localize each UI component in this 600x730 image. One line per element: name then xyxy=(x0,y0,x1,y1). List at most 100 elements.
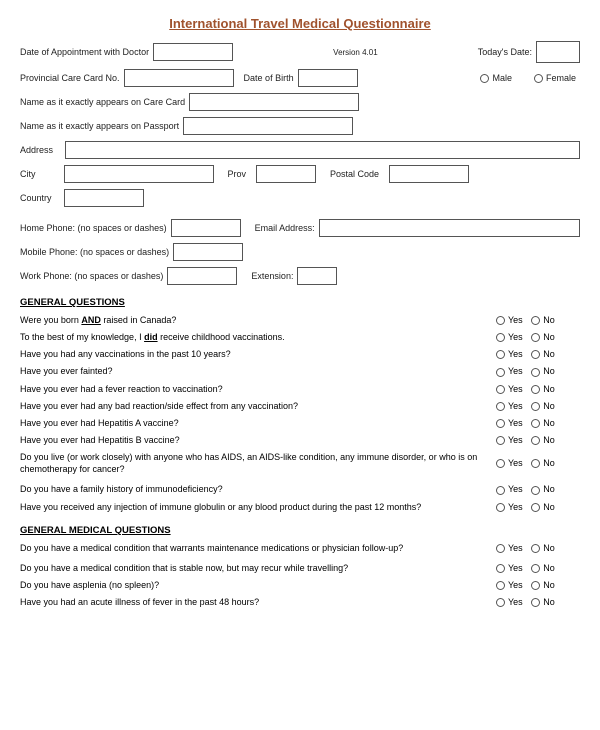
input-mobile-phone[interactable] xyxy=(173,243,243,261)
radio-m2-yes[interactable] xyxy=(496,564,505,573)
label-male: Male xyxy=(492,73,512,83)
radio-q4-yes[interactable] xyxy=(496,368,505,377)
input-country[interactable] xyxy=(64,189,144,207)
m-row-4: Have you had an acute illness of fever i… xyxy=(20,596,580,608)
input-name-passport[interactable] xyxy=(183,117,353,135)
label-yes: Yes xyxy=(508,418,523,428)
label-name-carecard: Name as it exactly appears on Care Card xyxy=(20,97,185,107)
q-row-1: Were you born AND raised in Canada? Yes … xyxy=(20,314,580,326)
label-no: No xyxy=(543,366,555,376)
label-yes: Yes xyxy=(508,597,523,607)
radio-q6-no[interactable] xyxy=(531,402,540,411)
input-extension[interactable] xyxy=(297,267,337,285)
row-work-phone: Work Phone: (no spaces or dashes) Extens… xyxy=(20,267,580,285)
label-no: No xyxy=(543,580,555,590)
label-work-phone: Work Phone: (no spaces or dashes) xyxy=(20,271,163,281)
radio-q4-no[interactable] xyxy=(531,368,540,377)
radio-m2-no[interactable] xyxy=(531,564,540,573)
input-city[interactable] xyxy=(64,165,214,183)
input-work-phone[interactable] xyxy=(167,267,237,285)
q-text-3: Have you had any vaccinations in the pas… xyxy=(20,348,490,360)
input-email[interactable] xyxy=(319,219,580,237)
label-no: No xyxy=(543,418,555,428)
radio-q9-yes[interactable] xyxy=(496,459,505,468)
label-no: No xyxy=(543,563,555,573)
label-yes: Yes xyxy=(508,563,523,573)
input-address[interactable] xyxy=(65,141,580,159)
label-no: No xyxy=(543,384,555,394)
q-text-10: Do you have a family history of immunode… xyxy=(20,483,490,495)
radio-q2-yes[interactable] xyxy=(496,333,505,342)
section-general-medical: GENERAL MEDICAL QUESTIONS xyxy=(20,525,580,536)
radio-m4-no[interactable] xyxy=(531,598,540,607)
yesno-3: Yes No xyxy=(490,349,580,359)
radio-q6-yes[interactable] xyxy=(496,402,505,411)
radio-m3-no[interactable] xyxy=(531,581,540,590)
row-carecard: Provincial Care Card No. Date of Birth M… xyxy=(20,69,580,87)
q-row-11: Have you received any injection of immun… xyxy=(20,501,580,513)
q-row-3: Have you had any vaccinations in the pas… xyxy=(20,348,580,360)
yesno-m3: Yes No xyxy=(490,580,580,590)
q-row-7: Have you ever had Hepatitis A vaccine? Y… xyxy=(20,417,580,429)
label-email: Email Address: xyxy=(255,223,315,233)
label-yes: Yes xyxy=(508,458,523,468)
m-row-1: Do you have a medical condition that war… xyxy=(20,542,580,554)
input-postal[interactable] xyxy=(389,165,469,183)
radio-q7-no[interactable] xyxy=(531,419,540,428)
radio-m3-yes[interactable] xyxy=(496,581,505,590)
q-text-1: Were you born AND raised in Canada? xyxy=(20,314,490,326)
m-text-3: Do you have asplenia (no spleen)? xyxy=(20,579,490,591)
label-yes: Yes xyxy=(508,366,523,376)
radio-q5-no[interactable] xyxy=(531,385,540,394)
input-dob[interactable] xyxy=(298,69,358,87)
radio-q8-no[interactable] xyxy=(531,436,540,445)
radio-q2-no[interactable] xyxy=(531,333,540,342)
input-name-carecard[interactable] xyxy=(189,93,359,111)
q2-part-a: To the best of my knowledge, I xyxy=(20,332,144,342)
label-todays-date: Today's Date: xyxy=(478,47,532,57)
q-text-2: To the best of my knowledge, I did recei… xyxy=(20,331,490,343)
radio-male[interactable] xyxy=(480,74,489,83)
radio-q11-yes[interactable] xyxy=(496,503,505,512)
radio-q10-no[interactable] xyxy=(531,486,540,495)
label-home-phone: Home Phone: (no spaces or dashes) xyxy=(20,223,167,233)
yesno-10: Yes No xyxy=(490,484,580,494)
q-text-9: Do you live (or work closely) with anyon… xyxy=(20,451,490,475)
input-date-appt[interactable] xyxy=(153,43,233,61)
label-name-passport: Name as it exactly appears on Passport xyxy=(20,121,179,131)
radio-m1-no[interactable] xyxy=(531,544,540,553)
radio-m1-yes[interactable] xyxy=(496,544,505,553)
label-no: No xyxy=(543,484,555,494)
q-text-6: Have you ever had any bad reaction/side … xyxy=(20,400,490,412)
q-row-4: Have you ever fainted? Yes No xyxy=(20,365,580,377)
radio-m4-yes[interactable] xyxy=(496,598,505,607)
q-row-10: Do you have a family history of immunode… xyxy=(20,483,580,495)
radio-q1-yes[interactable] xyxy=(496,316,505,325)
input-todays-date[interactable] xyxy=(536,41,580,63)
radio-q9-no[interactable] xyxy=(531,459,540,468)
yesno-5: Yes No xyxy=(490,384,580,394)
radio-q1-no[interactable] xyxy=(531,316,540,325)
input-prov[interactable] xyxy=(256,165,316,183)
input-care-card[interactable] xyxy=(124,69,234,87)
label-country: Country xyxy=(20,193,52,203)
yesno-1: Yes No xyxy=(490,315,580,325)
section-general-questions: GENERAL QUESTIONS xyxy=(20,297,580,308)
yesno-4: Yes No xyxy=(490,366,580,376)
radio-q11-no[interactable] xyxy=(531,503,540,512)
radio-q7-yes[interactable] xyxy=(496,419,505,428)
m-row-3: Do you have asplenia (no spleen)? Yes No xyxy=(20,579,580,591)
radio-q3-no[interactable] xyxy=(531,350,540,359)
radio-q10-yes[interactable] xyxy=(496,486,505,495)
label-address: Address xyxy=(20,145,53,155)
q-row-5: Have you ever had a fever reaction to va… xyxy=(20,383,580,395)
input-home-phone[interactable] xyxy=(171,219,241,237)
label-no: No xyxy=(543,597,555,607)
radio-female[interactable] xyxy=(534,74,543,83)
radio-q8-yes[interactable] xyxy=(496,436,505,445)
row-appointment: Date of Appointment with Doctor Version … xyxy=(20,41,580,63)
label-no: No xyxy=(543,435,555,445)
radio-q3-yes[interactable] xyxy=(496,350,505,359)
radio-q5-yes[interactable] xyxy=(496,385,505,394)
q-row-6: Have you ever had any bad reaction/side … xyxy=(20,400,580,412)
